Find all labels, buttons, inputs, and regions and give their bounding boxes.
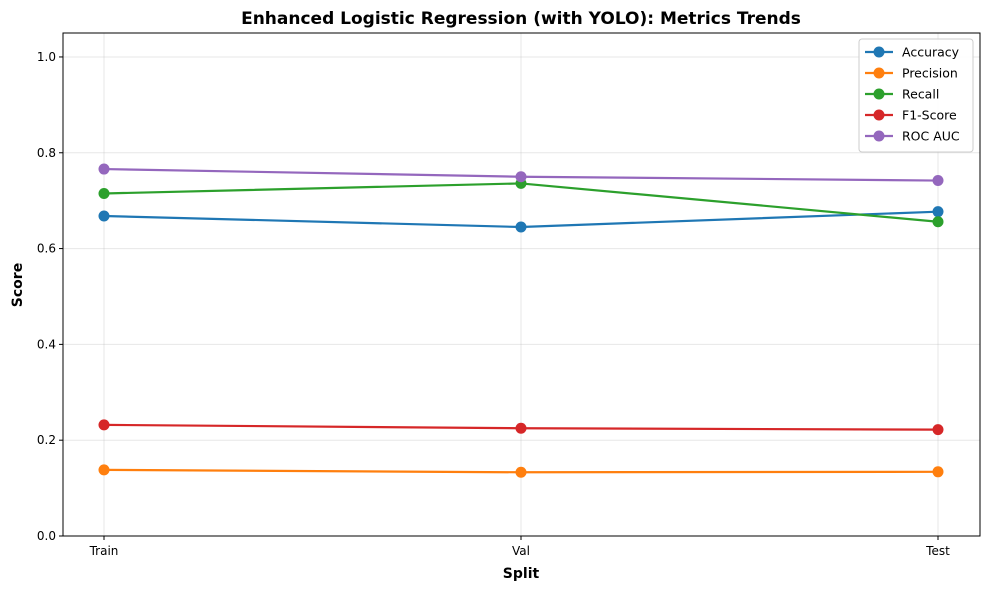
data-point-roc-auc [98, 163, 110, 175]
data-point-f1-score [98, 419, 110, 431]
legend-marker-precision [873, 67, 885, 79]
data-point-accuracy [932, 206, 944, 218]
y-tick-label: 0.6 [37, 242, 56, 256]
y-axis-ticks: 0.0 0.2 0.4 0.6 0.8 1.0 [37, 50, 63, 543]
x-tick-label-train: Train [89, 544, 119, 558]
series-points [98, 163, 944, 478]
y-tick-label: 0.2 [37, 433, 56, 447]
y-tick-label: 1.0 [37, 50, 56, 64]
legend-label-accuracy: Accuracy [902, 45, 960, 60]
legend-label-roc-auc: ROC AUC [902, 129, 960, 144]
legend-marker-recall [873, 88, 885, 100]
data-point-roc-auc [932, 175, 944, 187]
legend-label-recall: Recall [902, 87, 939, 102]
data-point-accuracy [515, 221, 527, 233]
x-tick-label-test: Test [925, 544, 950, 558]
x-axis-ticks: Train Val Test [89, 536, 950, 558]
y-tick-label: 0.0 [37, 529, 56, 543]
data-point-roc-auc [515, 171, 527, 183]
legend-label-precision: Precision [902, 66, 958, 81]
data-point-precision [932, 466, 944, 478]
y-axis-label: Score [10, 263, 26, 307]
grid [63, 33, 980, 537]
legend-label-f1-score: F1-Score [902, 108, 957, 123]
legend-marker-f1-score [873, 109, 885, 121]
legend-marker-roc-auc [873, 130, 885, 142]
data-point-f1-score [932, 424, 944, 436]
data-point-accuracy [98, 210, 110, 222]
y-tick-label: 0.8 [37, 146, 56, 160]
legend-box [858, 38, 974, 153]
data-point-recall [98, 187, 110, 199]
legend: Accuracy Precision Recall F1-Score ROC AUC [858, 38, 974, 153]
data-point-f1-score [515, 422, 527, 434]
data-point-precision [98, 464, 110, 476]
data-point-recall [932, 216, 944, 228]
data-point-precision [515, 466, 527, 478]
x-axis-label: Split [503, 566, 540, 582]
y-tick-label: 0.4 [37, 337, 56, 351]
legend-marker-accuracy [873, 46, 885, 58]
x-tick-label-val: Val [512, 544, 530, 558]
chart-title: Enhanced Logistic Regression (with YOLO)… [241, 9, 801, 29]
